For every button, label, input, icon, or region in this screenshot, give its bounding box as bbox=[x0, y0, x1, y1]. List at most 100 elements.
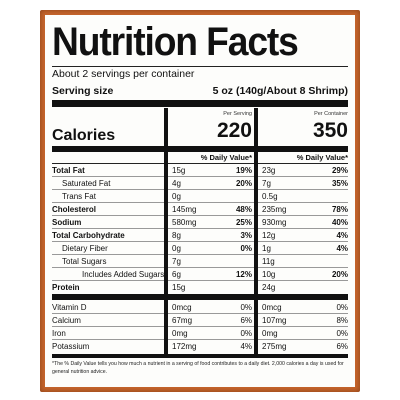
calories-label: Calories bbox=[52, 127, 116, 144]
nutrient-name: Includes Added Sugars bbox=[82, 270, 165, 279]
amount: 235mg bbox=[262, 205, 287, 214]
dv-header: % Daily Value* bbox=[296, 153, 348, 162]
nutrient-row: Saturated Fat 4g 20% 7g 35% bbox=[52, 177, 348, 190]
calories-value: 220 bbox=[216, 119, 252, 142]
daily-value: 0% bbox=[240, 244, 252, 253]
serving-size-label: Serving size bbox=[52, 85, 114, 97]
nutrient-name: Protein bbox=[52, 283, 80, 292]
amount: 145mg bbox=[172, 205, 197, 214]
amount: 15g bbox=[172, 283, 186, 292]
daily-value: 4% bbox=[336, 231, 348, 240]
nutrient-row: Trans Fat 0g 0.5g bbox=[52, 190, 348, 203]
nutrient-row: Dietary Fiber 0g 0% 1g 4% bbox=[52, 242, 348, 255]
nutrient-name: Vitamin D bbox=[52, 303, 87, 312]
daily-value: 35% bbox=[331, 179, 348, 188]
daily-value: 3% bbox=[240, 231, 252, 240]
nutrient-row: Total Carbohydrate 8g 3% 12g 4% bbox=[52, 229, 348, 242]
dv-header: % Daily Value* bbox=[200, 153, 252, 162]
nutrient-name: Total Carbohydrate bbox=[52, 231, 125, 240]
rule bbox=[52, 66, 348, 67]
amount: 7g bbox=[172, 257, 181, 266]
daily-value: 6% bbox=[240, 316, 252, 325]
nutrient-name: Iron bbox=[52, 329, 66, 338]
daily-value: 48% bbox=[235, 205, 252, 214]
amount: 0mg bbox=[172, 329, 188, 338]
column-label: Per Container bbox=[314, 111, 348, 117]
nutrient-row: Vitamin D 0mcg 0% 0mcg 0% bbox=[52, 301, 348, 314]
nutrition-label bbox=[45, 15, 355, 387]
calories-value: 350 bbox=[312, 119, 348, 142]
thick-rule bbox=[52, 146, 348, 152]
daily-value: 0% bbox=[240, 329, 252, 338]
amount: 107mg bbox=[262, 316, 287, 325]
amount: 0g bbox=[172, 244, 181, 253]
daily-value: 20% bbox=[331, 270, 348, 279]
amount: 7g bbox=[262, 179, 271, 188]
nutrient-row: Total Sugars 7g 11g bbox=[52, 255, 348, 268]
daily-value: 12% bbox=[235, 270, 252, 279]
nutrient-name: Calcium bbox=[52, 316, 81, 325]
footnote: *The % Daily Value tells you how much a … bbox=[52, 361, 344, 375]
amount: 0mg bbox=[262, 329, 278, 338]
daily-value: 0% bbox=[336, 303, 348, 312]
amount: 275mg bbox=[262, 342, 287, 351]
amount: 0.5g bbox=[262, 192, 278, 201]
nutrient-row: Cholesterol 145mg 48% 235mg 78% bbox=[52, 203, 348, 216]
daily-value: 19% bbox=[235, 166, 252, 175]
amount: 24g bbox=[262, 283, 276, 292]
column-divider bbox=[254, 108, 258, 356]
nutrient-name: Cholesterol bbox=[52, 205, 97, 214]
amount: 4g bbox=[172, 179, 181, 188]
amount: 0mcg bbox=[262, 303, 282, 312]
daily-value: 78% bbox=[331, 205, 348, 214]
nutrient-name: Dietary Fiber bbox=[62, 244, 108, 253]
nutrient-row: Protein 15g 24g bbox=[52, 281, 348, 294]
servings: About 2 servings per container bbox=[52, 68, 195, 80]
nutrient-name: Total Fat bbox=[52, 166, 85, 175]
amount: 0g bbox=[172, 192, 181, 201]
nutrient-row: Calcium 67mg 6% 107mg 8% bbox=[52, 314, 348, 327]
daily-value: 6% bbox=[336, 342, 348, 351]
amount: 15g bbox=[172, 166, 186, 175]
amount: 580mg bbox=[172, 218, 197, 227]
amount: 67mg bbox=[172, 316, 193, 325]
amount: 6g bbox=[172, 270, 181, 279]
daily-value: 29% bbox=[331, 166, 348, 175]
daily-value: 40% bbox=[331, 218, 348, 227]
column-label: Per Serving bbox=[223, 111, 252, 117]
nutrient-row: Iron 0mg 0% 0mg 0% bbox=[52, 327, 348, 340]
amount: 8g bbox=[172, 231, 181, 240]
amount: 11g bbox=[262, 257, 275, 266]
daily-value: 0% bbox=[336, 329, 348, 338]
nutrient-name: Potassium bbox=[52, 342, 90, 351]
daily-value: 20% bbox=[235, 179, 252, 188]
amount: 12g bbox=[262, 231, 276, 240]
amount: 0mcg bbox=[172, 303, 192, 312]
amount: 1g bbox=[262, 244, 271, 253]
rule bbox=[52, 163, 348, 164]
amount: 10g bbox=[262, 270, 276, 279]
title: Nutrition Facts bbox=[52, 20, 299, 64]
thick-rule bbox=[52, 294, 348, 300]
nutrient-row: Total Fat 15g 19% 23g 29% bbox=[52, 164, 348, 177]
thick-rule bbox=[52, 100, 348, 107]
nutrient-row: Includes Added Sugars 6g 12% 10g 20% bbox=[52, 268, 348, 281]
amount: 23g bbox=[262, 166, 276, 175]
nutrient-name: Saturated Fat bbox=[62, 179, 111, 188]
serving-size-value: 5 oz (140g/About 8 Shrimp) bbox=[212, 85, 348, 97]
nutrient-row: Sodium 580mg 25% 930mg 40% bbox=[52, 216, 348, 229]
amount: 172mg bbox=[172, 342, 197, 351]
daily-value: 8% bbox=[336, 316, 348, 325]
nutrient-row: Potassium 172mg 4% 275mg 6% bbox=[52, 340, 348, 353]
nutrient-name: Total Sugars bbox=[62, 257, 107, 266]
column-divider bbox=[164, 108, 168, 356]
nutrient-name: Trans Fat bbox=[62, 192, 96, 201]
amount: 930mg bbox=[262, 218, 287, 227]
daily-value: 25% bbox=[235, 218, 252, 227]
daily-value: 4% bbox=[240, 342, 252, 351]
daily-value: 0% bbox=[240, 303, 252, 312]
nutrient-name: Sodium bbox=[52, 218, 82, 227]
thick-rule bbox=[52, 354, 348, 358]
daily-value: 4% bbox=[336, 244, 348, 253]
